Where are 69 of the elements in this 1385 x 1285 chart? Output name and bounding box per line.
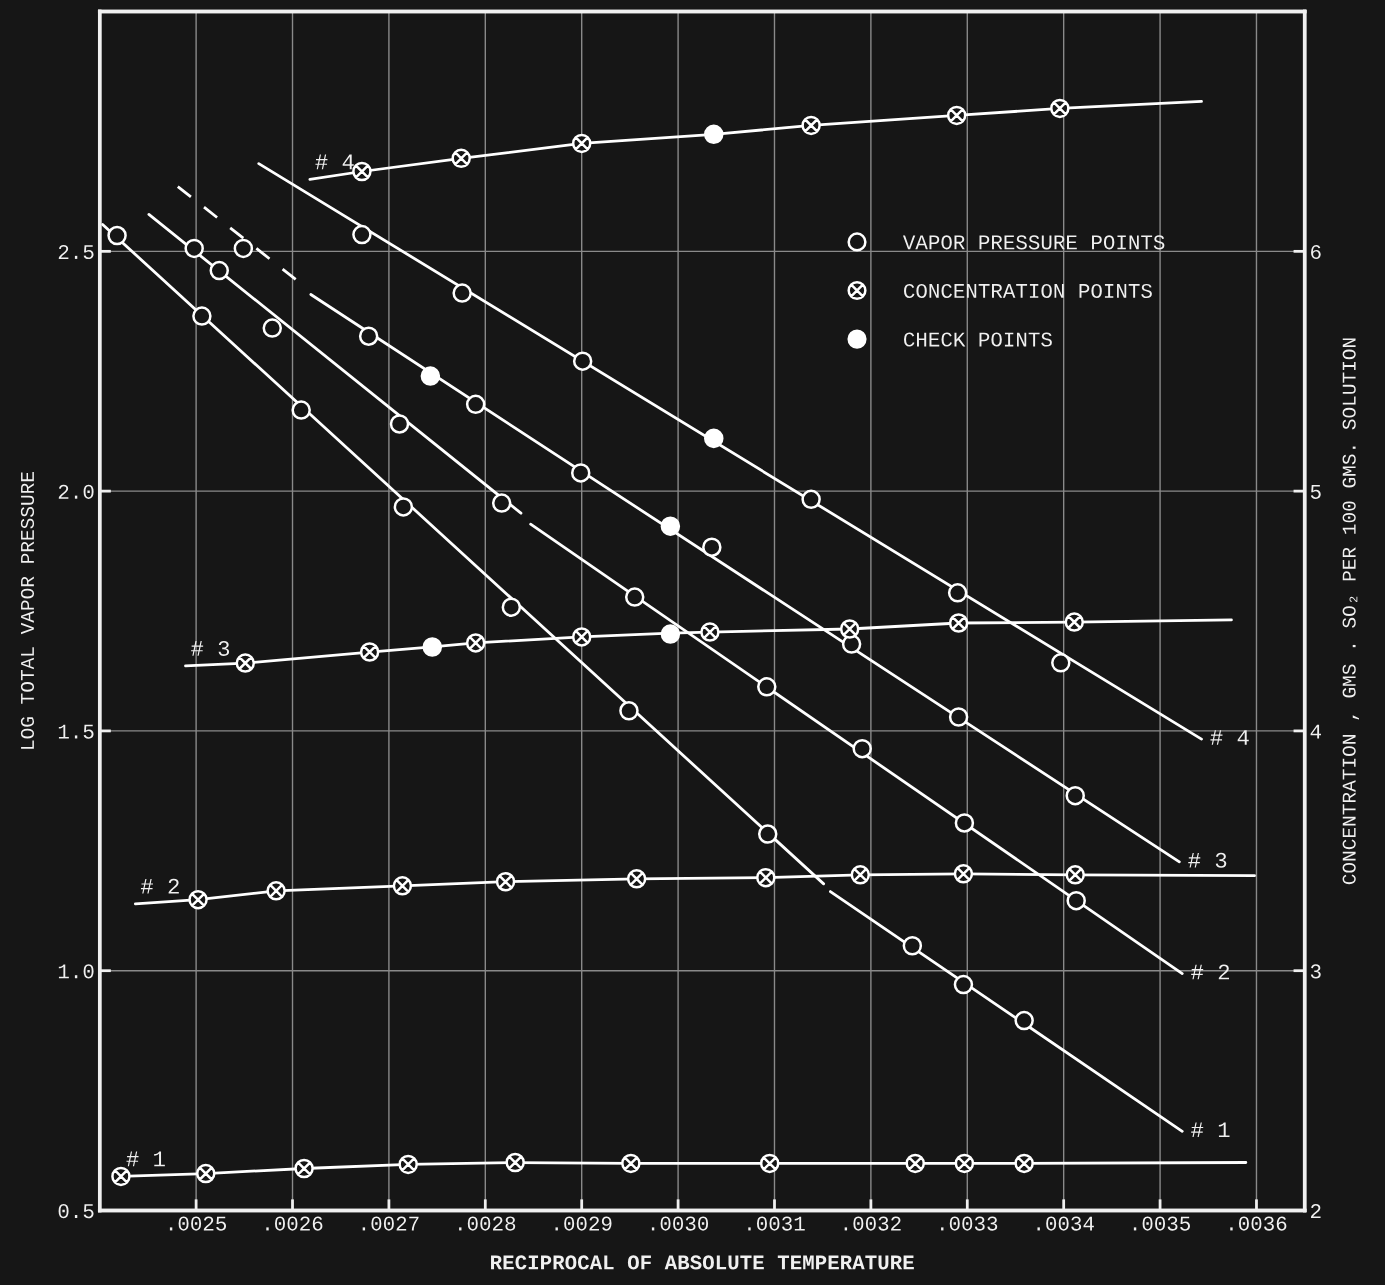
point xyxy=(393,497,414,517)
point xyxy=(262,318,283,338)
point xyxy=(291,400,311,420)
series-label: # 1 xyxy=(1191,1122,1230,1138)
y-tick-label: 2.5 xyxy=(58,244,94,260)
point xyxy=(902,936,923,956)
point xyxy=(757,824,778,844)
x-tick-label: .0035 xyxy=(1133,1216,1190,1231)
point xyxy=(852,738,872,759)
point xyxy=(570,463,591,483)
legend-label: CONCENTRATION POINTS xyxy=(904,283,1152,299)
x-tick-label: .0030 xyxy=(651,1216,709,1231)
x-tick-label: .0036 xyxy=(1230,1216,1287,1231)
point xyxy=(757,677,777,697)
point xyxy=(501,597,522,617)
series-label: # 3 xyxy=(191,640,230,656)
legend-label: CHECK POINTS xyxy=(904,332,1052,347)
y2-tick-label: 2 xyxy=(1311,1204,1321,1219)
y-tick-label: 0.5 xyxy=(58,1204,94,1219)
x-tick-label: .0029 xyxy=(555,1216,612,1231)
point xyxy=(801,489,821,510)
point xyxy=(209,260,230,281)
point xyxy=(1066,890,1086,911)
y-tick-label: 1.5 xyxy=(58,724,94,739)
legend-label: VAPOR PRESSURE POINTS xyxy=(902,235,1165,250)
series-label: # 2 xyxy=(1191,964,1230,980)
y2-tick-label: 6 xyxy=(1311,244,1321,260)
point xyxy=(572,351,593,371)
x-tick-label: .0025 xyxy=(169,1216,227,1231)
x-tick-label: .0031 xyxy=(748,1216,805,1231)
point xyxy=(947,583,968,603)
y2-tick-label: 4 xyxy=(1310,724,1321,739)
point xyxy=(1014,1010,1034,1031)
y-tick-label: 1.0 xyxy=(58,964,94,979)
x-tick-label: .0032 xyxy=(844,1216,901,1231)
point xyxy=(358,326,379,346)
x-tick-label: .0033 xyxy=(941,1216,998,1231)
series-label: # 3 xyxy=(1188,852,1227,868)
series-label: # 1 xyxy=(126,1151,165,1167)
x-axis-title: RECIPROCAL OF ABSOLUTE TEMPERATURE xyxy=(491,1255,914,1270)
series-label: # 2 xyxy=(140,878,179,894)
point xyxy=(624,587,645,607)
point xyxy=(953,974,974,995)
series-label: # 4 xyxy=(1210,730,1249,745)
x-tick-label: .0028 xyxy=(459,1216,516,1231)
y-axis-title: LOG TOTAL VAPOR PRESSURE xyxy=(20,472,35,749)
point xyxy=(192,306,212,326)
point xyxy=(491,493,512,513)
point xyxy=(1065,785,1085,806)
point xyxy=(352,224,372,245)
x-tick-label: .0034 xyxy=(1037,1216,1094,1231)
y2-tick-label: 5 xyxy=(1310,484,1321,499)
y2-tick-label: 3 xyxy=(1310,964,1321,979)
point xyxy=(452,283,472,303)
point xyxy=(954,813,975,833)
point xyxy=(948,707,969,727)
point xyxy=(389,414,410,434)
point xyxy=(619,701,639,721)
y2-axis-title: CONCENTRATION , GMS . SO₂ PER 100 GMS. SOLUTION xyxy=(1342,338,1360,885)
point xyxy=(184,238,204,259)
series-label: # 4 xyxy=(315,154,354,170)
point xyxy=(107,225,127,246)
point xyxy=(702,537,722,557)
point xyxy=(465,394,486,415)
point xyxy=(233,238,254,259)
x-tick-label: .0027 xyxy=(362,1216,419,1231)
x-tick-label: .0026 xyxy=(266,1216,323,1231)
point xyxy=(1051,653,1071,673)
y-tick-label: 2.0 xyxy=(58,484,94,499)
